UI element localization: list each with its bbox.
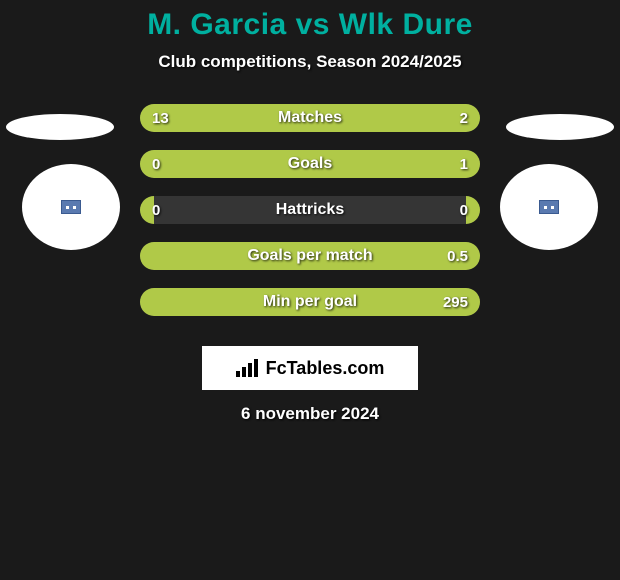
stat-label: Goals — [288, 155, 332, 173]
stat-bar-row: 00Hattricks — [140, 196, 480, 224]
club-emblem-icon — [61, 200, 81, 214]
stat-label-wrap: Matches — [140, 104, 480, 132]
player-right-badge — [500, 164, 598, 250]
stat-label: Hattricks — [276, 201, 344, 219]
comparison-body: 132Matches 01Goals 00Hattricks 0.5Goals per… — [0, 104, 620, 334]
brand-label: FcTables.com — [266, 358, 385, 379]
stat-label-wrap: Hattricks — [140, 196, 480, 224]
bar-chart-icon — [236, 359, 258, 377]
stat-bar-row: 01Goals — [140, 150, 480, 178]
stat-bars: 132Matches 01Goals 00Hattricks 0.5Goals per… — [140, 104, 480, 334]
date-label: 6 november 2024 — [0, 404, 620, 424]
brand-box[interactable]: FcTables.com — [202, 346, 418, 390]
player-left-nameplate — [6, 114, 114, 140]
comparison-widget: M. Garcia vs Wlk Dure Club competitions,… — [0, 0, 620, 424]
stat-bar-row: 0.5Goals per match — [140, 242, 480, 270]
stat-label-wrap: Min per goal — [140, 288, 480, 316]
stat-label-wrap: Goals — [140, 150, 480, 178]
player-left-badge — [22, 164, 120, 250]
stat-label: Goals per match — [247, 247, 372, 265]
player-right-nameplate — [506, 114, 614, 140]
stat-bar-row: 295Min per goal — [140, 288, 480, 316]
page-title: M. Garcia vs Wlk Dure — [0, 8, 620, 42]
stat-label: Matches — [278, 109, 342, 127]
club-emblem-icon — [539, 200, 559, 214]
stat-label-wrap: Goals per match — [140, 242, 480, 270]
stat-bar-row: 132Matches — [140, 104, 480, 132]
subtitle: Club competitions, Season 2024/2025 — [0, 52, 620, 72]
stat-label: Min per goal — [263, 293, 357, 311]
